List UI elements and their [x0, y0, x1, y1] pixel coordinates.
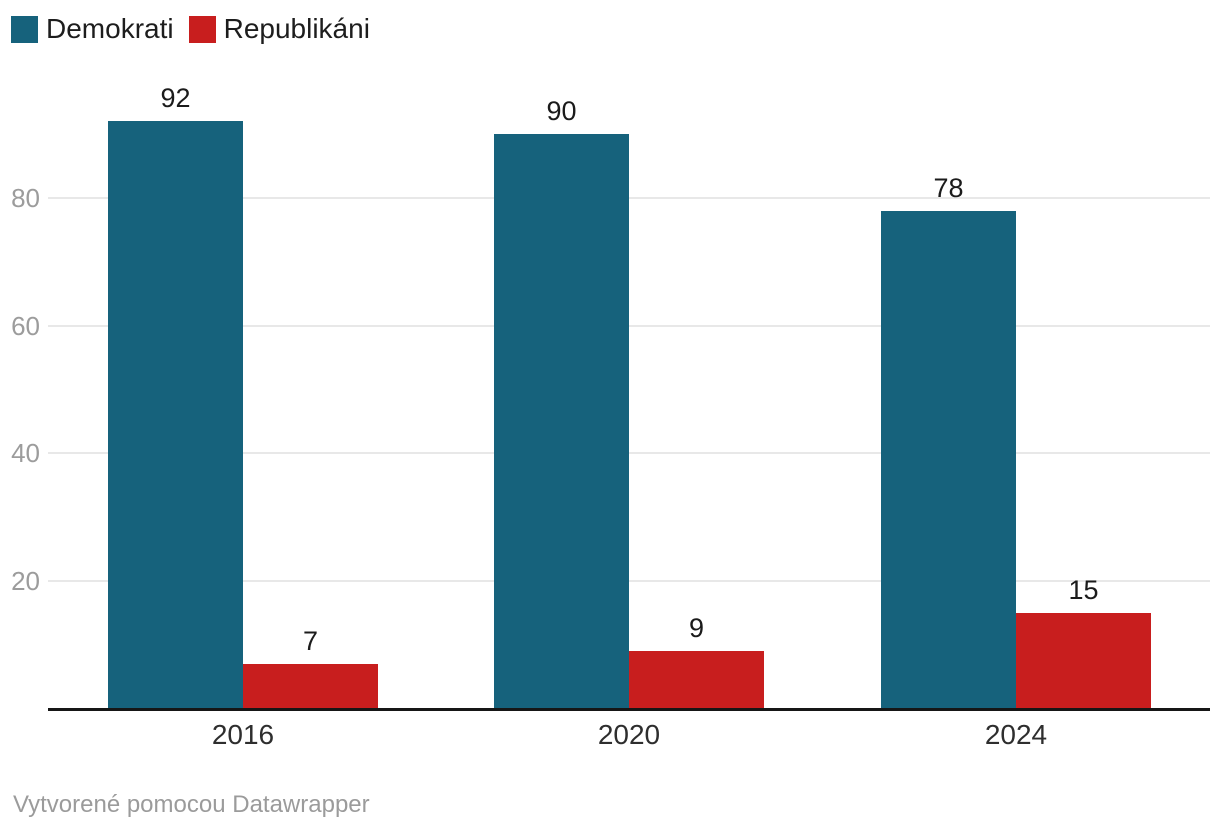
legend-label-republikani: Republikáni	[223, 13, 370, 44]
x-label-2020: 2020	[597, 719, 661, 750]
bar-demokrati-2024	[881, 210, 1016, 709]
bar-demokrati-2020	[494, 133, 629, 709]
value-label-demokrati-2020: 90	[546, 95, 577, 126]
bar-republikani-2020	[629, 651, 764, 709]
x-label-2016: 2016	[211, 719, 275, 750]
y-tick-60: 60	[11, 310, 40, 341]
gridline-60	[48, 324, 1210, 327]
bar-republikani-2024	[1016, 613, 1151, 709]
x-label-2024: 2024	[984, 719, 1048, 750]
value-label-republikani-2016: 7	[302, 626, 319, 657]
legend-swatch-republikani-icon	[188, 15, 216, 43]
y-tick-40: 40	[11, 438, 40, 469]
attribution-text: Vytvorené pomocou Datawrapper	[13, 791, 370, 818]
y-tick-80: 80	[11, 182, 40, 213]
legend-label-demokrati: Demokrati	[46, 13, 174, 44]
y-tick-20: 20	[11, 566, 40, 597]
value-label-demokrati-2016: 92	[160, 83, 191, 114]
legend: Demokrati Republikáni	[11, 15, 370, 43]
bar-demokrati-2016	[108, 121, 243, 709]
value-label-demokrati-2024: 78	[933, 172, 964, 203]
gridline-20	[48, 580, 1210, 583]
gridline-40	[48, 452, 1210, 455]
gridline-80	[48, 196, 1210, 199]
value-label-republikani-2024: 15	[1068, 575, 1099, 606]
legend-item-republikani: Republikáni	[188, 13, 370, 44]
x-axis-line	[48, 708, 1210, 711]
legend-item-demokrati: Demokrati	[11, 15, 174, 43]
bar-republikani-2016	[243, 664, 378, 709]
legend-swatch-demokrati-icon	[11, 15, 38, 43]
value-label-republikani-2020: 9	[688, 613, 705, 644]
